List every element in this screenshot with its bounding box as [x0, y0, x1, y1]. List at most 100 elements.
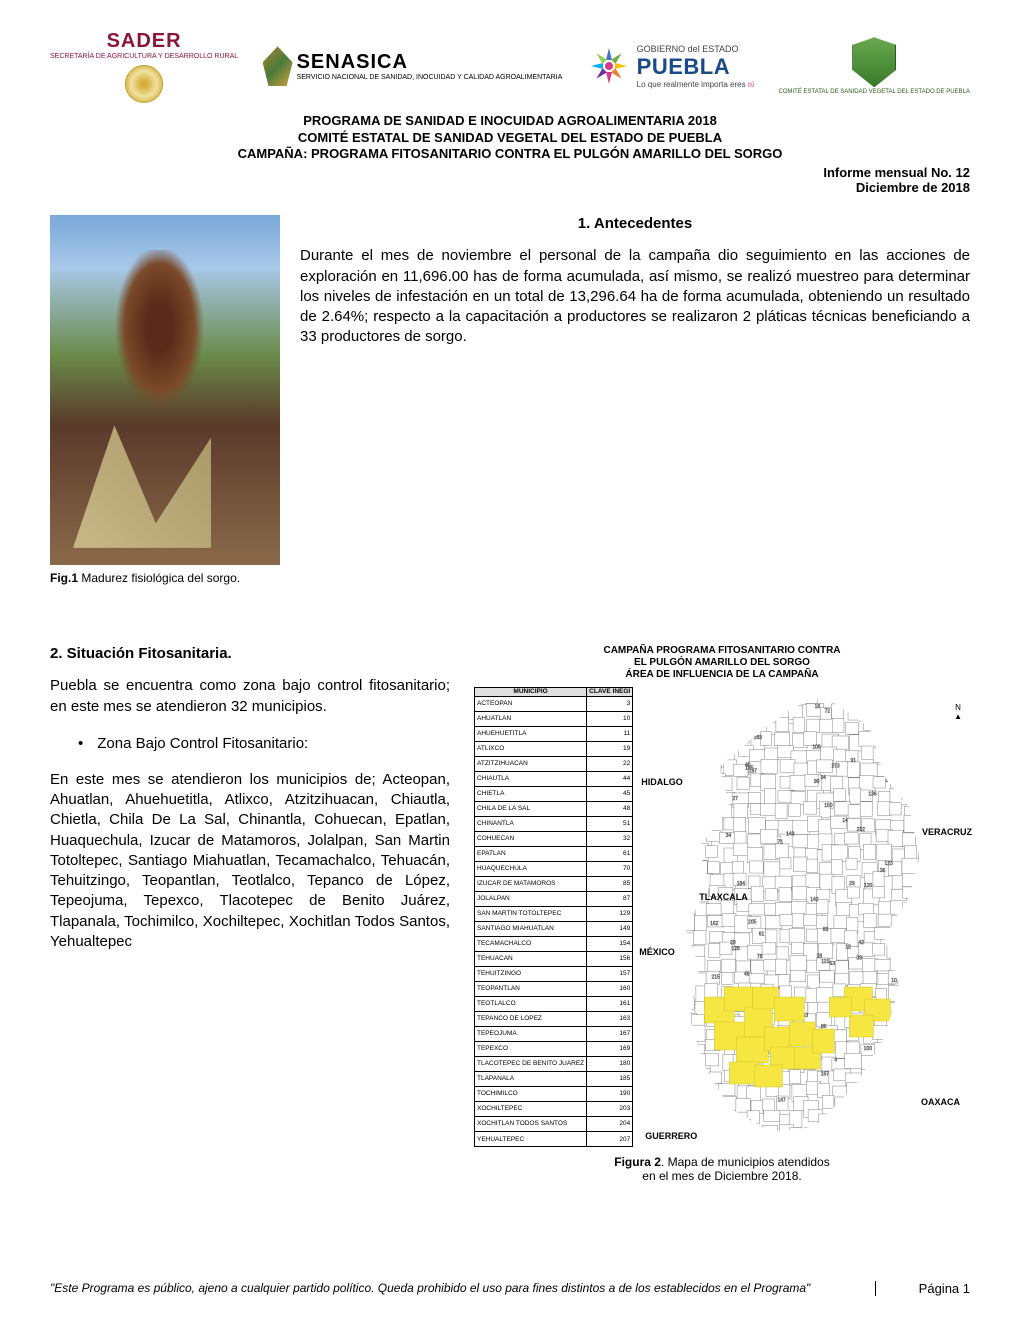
cesvep-logo-text: COMITÉ ESTATAL DE SANIDAD VEGETAL DEL ES…: [779, 89, 971, 95]
svg-text:100: 100: [864, 1047, 873, 1053]
table-row: AHUATLAN10: [475, 711, 633, 726]
sader-logo: SADER SECRETARÍA DE AGRICULTURA Y DESARR…: [50, 30, 238, 103]
table-row: CHILA DE LA SAL48: [475, 801, 633, 816]
table-row: TEPEOJUMA167: [475, 1026, 633, 1041]
section2-bullet: Zona Bajo Control Fitosanitario:: [78, 735, 450, 752]
label-guerrero: GUERRERO: [645, 1131, 697, 1141]
label-hidalgo: HIDALGO: [641, 777, 683, 787]
svg-text:14: 14: [843, 819, 849, 825]
senasica-logo-text: SENASICA: [297, 51, 563, 74]
svg-text:78: 78: [757, 955, 763, 961]
table-row: TEPANCO DE LOPEZ163: [475, 1011, 633, 1026]
svg-text:150: 150: [824, 804, 833, 810]
svg-text:48: 48: [744, 972, 750, 978]
puebla-star-icon: [587, 44, 631, 88]
svg-text:88: 88: [891, 1036, 897, 1042]
figure2-caption: Figura 2. Mapa de municipios atendidos e…: [474, 1155, 970, 1183]
table-row: CHIAUTLA44: [475, 771, 633, 786]
svg-text:20: 20: [730, 940, 736, 946]
table-row: XOCHITLAN TODOS SANTOS204: [475, 1116, 633, 1131]
table-row: SANTIAGO MIAHUATLAN149: [475, 921, 633, 936]
svg-text:205: 205: [748, 920, 757, 926]
svg-text:36: 36: [880, 868, 886, 874]
map-area: MUNICIPIO CLAVE INEGI ACTEOPAN3AHUATLAN1…: [474, 687, 970, 1147]
section1-body: Durante el mes de noviembre el personal …: [300, 246, 970, 347]
label-oaxaca: OAXACA: [921, 1097, 960, 1107]
table-row: AHUEHUETITLA11: [475, 726, 633, 741]
table-row: YEHUALTEPEC207: [475, 1131, 633, 1146]
svg-text:102: 102: [891, 978, 900, 984]
svg-text:212: 212: [857, 827, 866, 833]
puebla-tagline: Lo que realmente importa eres tú: [637, 80, 754, 89]
section1-title: 1. Antecedentes: [300, 215, 970, 232]
svg-text:128: 128: [732, 946, 741, 952]
svg-text:91: 91: [851, 759, 857, 765]
svg-text:1: 1: [695, 703, 698, 709]
section1-text: 1. Antecedentes Durante el mes de noviem…: [300, 215, 970, 585]
svg-text:84: 84: [885, 1108, 891, 1114]
figure1-caption: Fig.1 Madurez fisiológica del sorgo.: [50, 571, 280, 585]
svg-text:184: 184: [737, 881, 746, 887]
municipios-table: MUNICIPIO CLAVE INEGI ACTEOPAN3AHUATLAN1…: [474, 687, 633, 1147]
table-row: TLAPANALA185: [475, 1071, 633, 1086]
svg-text:63: 63: [830, 961, 836, 967]
svg-text:173: 173: [832, 764, 841, 770]
table-header-municipio: MUNICIPIO: [475, 688, 587, 696]
svg-text:29: 29: [849, 882, 855, 888]
puebla-gov-label: GOBIERNO del ESTADO: [637, 44, 754, 54]
svg-text:167: 167: [821, 1072, 830, 1078]
label-tlaxcala: TLAXCALA: [699, 892, 748, 902]
table-row: TLACOTEPEC DE BENITO JUAREZ180: [475, 1056, 633, 1071]
senasica-logo-subtitle: SERVICIO NACIONAL DE SANIDAD, INOCUIDAD …: [297, 74, 563, 81]
sorghum-photo: [50, 215, 280, 565]
svg-text:61: 61: [759, 932, 765, 938]
table-row: HUAQUECHULA70: [475, 861, 633, 876]
sader-logo-text: SADER: [107, 30, 182, 53]
mexico-seal-icon: [125, 65, 163, 103]
svg-text:115: 115: [821, 959, 829, 965]
svg-text:136: 136: [869, 792, 878, 798]
senasica-icon: [263, 46, 293, 86]
svg-text:162: 162: [710, 921, 719, 927]
senasica-logo: SENASICA SERVICIO NACIONAL DE SANIDAD, I…: [263, 46, 563, 86]
section2-title: 2. Situación Fitosanitaria.: [50, 645, 450, 662]
svg-text:40: 40: [745, 763, 751, 769]
table-row: EPATLAN61: [475, 846, 633, 861]
table-row: TEHUACAN156: [475, 951, 633, 966]
svg-text:197: 197: [749, 769, 758, 775]
svg-text:4: 4: [835, 1058, 838, 1064]
svg-text:4: 4: [707, 755, 710, 761]
report-date: Diciembre de 2018: [50, 180, 970, 195]
sader-logo-subtitle: SECRETARÍA DE AGRICULTURA Y DESARROLLO R…: [50, 53, 238, 61]
program-header: PROGRAMA DE SANIDAD E INOCUIDAD AGROALIM…: [50, 113, 970, 164]
figure1-column: Fig.1 Madurez fisiológica del sorgo.: [50, 215, 280, 585]
svg-text:215: 215: [712, 975, 721, 981]
label-mexico: MÉXICO: [639, 947, 675, 957]
report-number: Informe mensual No. 12: [50, 165, 970, 180]
program-line3: CAMPAÑA: PROGRAMA FITOSANITARIO CONTRA E…: [50, 146, 970, 163]
cesvep-shield-icon: [852, 37, 896, 87]
svg-text:149: 149: [742, 727, 751, 733]
table-row: TEHUITZINGO157: [475, 966, 633, 981]
svg-text:90: 90: [814, 779, 820, 785]
label-veracruz: VERACRUZ: [922, 827, 972, 837]
svg-text:12: 12: [846, 945, 852, 951]
svg-text:123: 123: [885, 861, 894, 867]
program-line1: PROGRAMA DE SANIDAD E INOCUIDAD AGROALIM…: [50, 113, 970, 130]
report-meta: Informe mensual No. 12 Diciembre de 2018: [50, 165, 970, 195]
compass-icon: N▲: [954, 703, 962, 721]
section2-para1: Puebla se encuentra como zona bajo contr…: [50, 676, 450, 717]
svg-text:27: 27: [733, 796, 739, 802]
section2-left: 2. Situación Fitosanitaria. Puebla se en…: [50, 645, 450, 1183]
table-row: CHIETLA45: [475, 786, 633, 801]
table-row: XOCHILTEPEC203: [475, 1101, 633, 1116]
document-page: SADER SECRETARÍA DE AGRICULTURA Y DESARR…: [0, 0, 1020, 1320]
section-antecedentes: Fig.1 Madurez fisiológica del sorgo. 1. …: [50, 215, 970, 585]
svg-text:82: 82: [746, 1120, 752, 1126]
table-row: ACTEOPAN3: [475, 696, 633, 711]
svg-text:72: 72: [825, 709, 831, 715]
svg-text:34: 34: [726, 833, 732, 839]
table-row: TEOTLALCO161: [475, 996, 633, 1011]
table-row: TEOPANTLAN160: [475, 981, 633, 996]
svg-text:147: 147: [778, 1098, 787, 1104]
